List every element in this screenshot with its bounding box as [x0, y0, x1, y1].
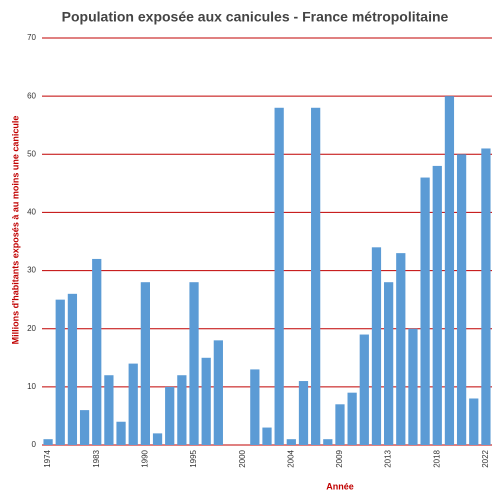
bar — [189, 282, 199, 445]
chart-title: Population exposée aux canicules - Franc… — [62, 9, 449, 25]
bar — [408, 328, 418, 445]
x-tick-label: 1974 — [43, 449, 52, 467]
bar — [371, 247, 382, 445]
bar — [335, 404, 345, 445]
bar — [104, 375, 114, 445]
bar — [444, 96, 455, 446]
bar — [396, 253, 406, 445]
bar — [456, 154, 467, 446]
bar — [79, 410, 90, 445]
bar — [274, 107, 284, 446]
bar — [152, 433, 163, 445]
bar — [177, 375, 187, 445]
bar — [286, 439, 296, 445]
bar — [347, 392, 357, 445]
x-tick-label: 2013 — [384, 449, 393, 467]
bar — [55, 299, 65, 445]
y-tick-label: 30 — [27, 266, 36, 275]
bar — [213, 340, 223, 445]
bar — [43, 439, 53, 445]
bar — [116, 421, 126, 445]
y-tick-label: 10 — [27, 382, 36, 391]
x-tick-label: 2000 — [238, 449, 247, 467]
y-tick-label: 20 — [27, 324, 36, 333]
y-tick-label: 50 — [27, 149, 36, 158]
bar — [298, 381, 309, 445]
y-axis-label: Millions d'habitants exposés à au moins … — [10, 116, 20, 345]
x-tick-label: 2018 — [432, 449, 441, 467]
bar — [311, 107, 321, 446]
bar — [432, 165, 442, 445]
bar — [469, 398, 479, 445]
x-tick-label: 2022 — [481, 449, 490, 467]
bar — [323, 439, 333, 445]
y-tick-label: 0 — [32, 440, 37, 449]
x-tick-label: 1995 — [189, 449, 198, 467]
x-axis-label: Année — [326, 481, 354, 491]
y-tick-label: 70 — [27, 33, 36, 42]
bar — [92, 258, 102, 445]
bar — [250, 369, 260, 445]
y-tick-label: 40 — [27, 208, 36, 217]
bar — [384, 282, 394, 445]
y-tick-label: 60 — [27, 91, 36, 100]
bar — [165, 386, 175, 445]
x-tick-label: 1990 — [140, 449, 149, 467]
x-tick-label: 1983 — [92, 449, 101, 467]
bar — [420, 177, 430, 446]
x-tick-label: 2004 — [286, 449, 295, 467]
bar — [140, 282, 150, 445]
bar — [67, 293, 78, 445]
bar — [359, 334, 369, 445]
bar — [201, 357, 211, 445]
bar — [128, 363, 138, 445]
bar — [481, 148, 491, 445]
bar — [262, 427, 272, 445]
x-tick-label: 2009 — [335, 449, 344, 467]
